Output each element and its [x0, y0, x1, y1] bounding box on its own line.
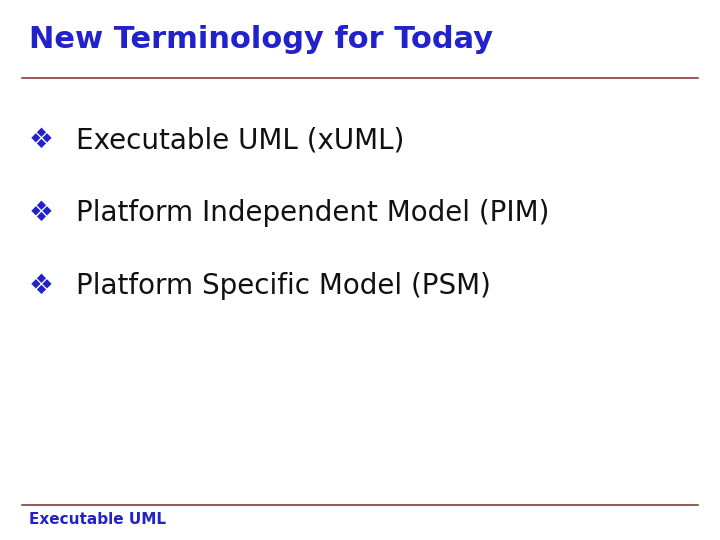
Text: Executable UML (xUML): Executable UML (xUML): [76, 126, 404, 154]
Text: Executable UML: Executable UML: [29, 511, 166, 526]
Text: ❖: ❖: [29, 199, 54, 227]
Text: ❖: ❖: [29, 272, 54, 300]
Text: New Terminology for Today: New Terminology for Today: [29, 25, 493, 54]
Text: ❖: ❖: [29, 126, 54, 154]
Text: Platform Independent Model (PIM): Platform Independent Model (PIM): [76, 199, 549, 227]
Text: Platform Specific Model (PSM): Platform Specific Model (PSM): [76, 272, 490, 300]
